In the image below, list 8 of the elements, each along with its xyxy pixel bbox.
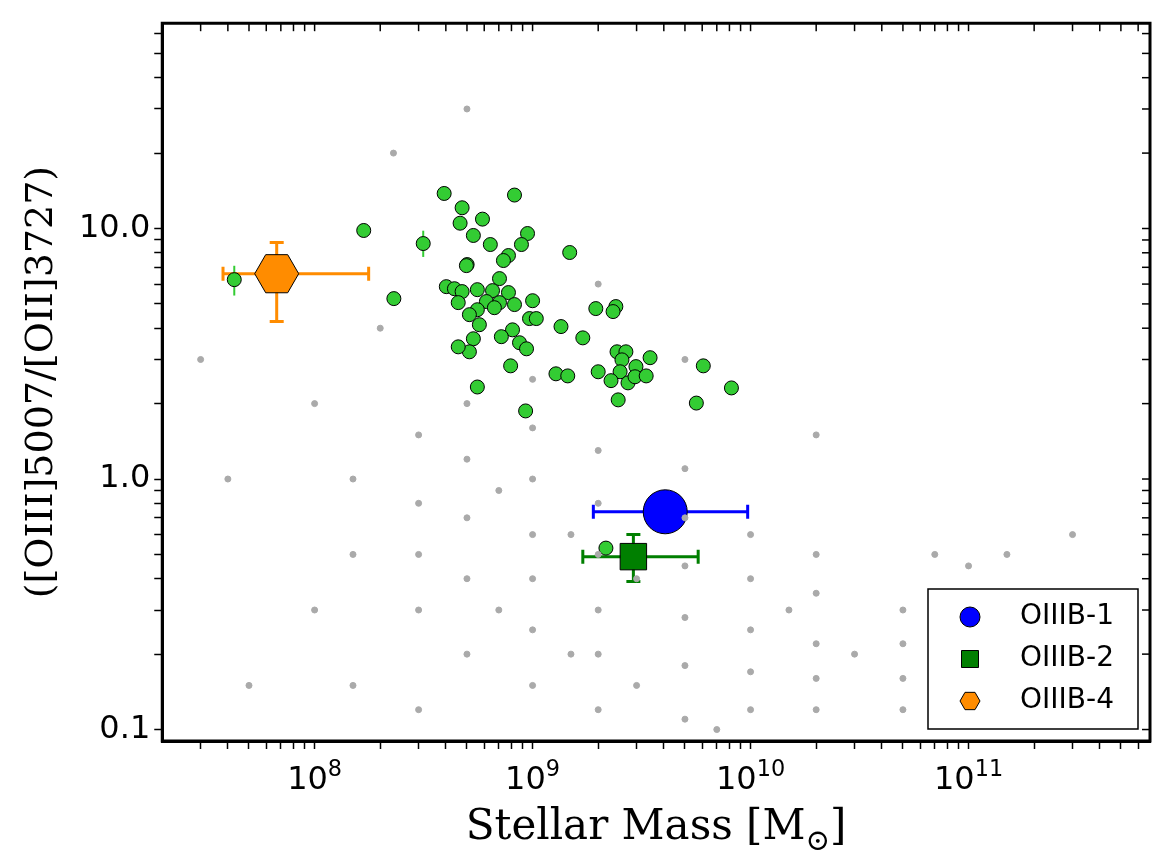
y-tick-label: 0.1 bbox=[99, 707, 151, 746]
legend-label: OIIIB-1 bbox=[1020, 598, 1114, 632]
legend-label: OIIIB-4 bbox=[1020, 682, 1114, 716]
x-axis-title: Stellar Mass [M⊙] bbox=[465, 800, 847, 857]
y-axis-title: ([OIII]5007/[OII]3727) bbox=[17, 165, 61, 599]
legend-label: OIIIB-2 bbox=[1020, 640, 1114, 674]
y-tick-label: 1.0 bbox=[99, 457, 151, 496]
y-tick-label: 10.0 bbox=[79, 206, 151, 245]
